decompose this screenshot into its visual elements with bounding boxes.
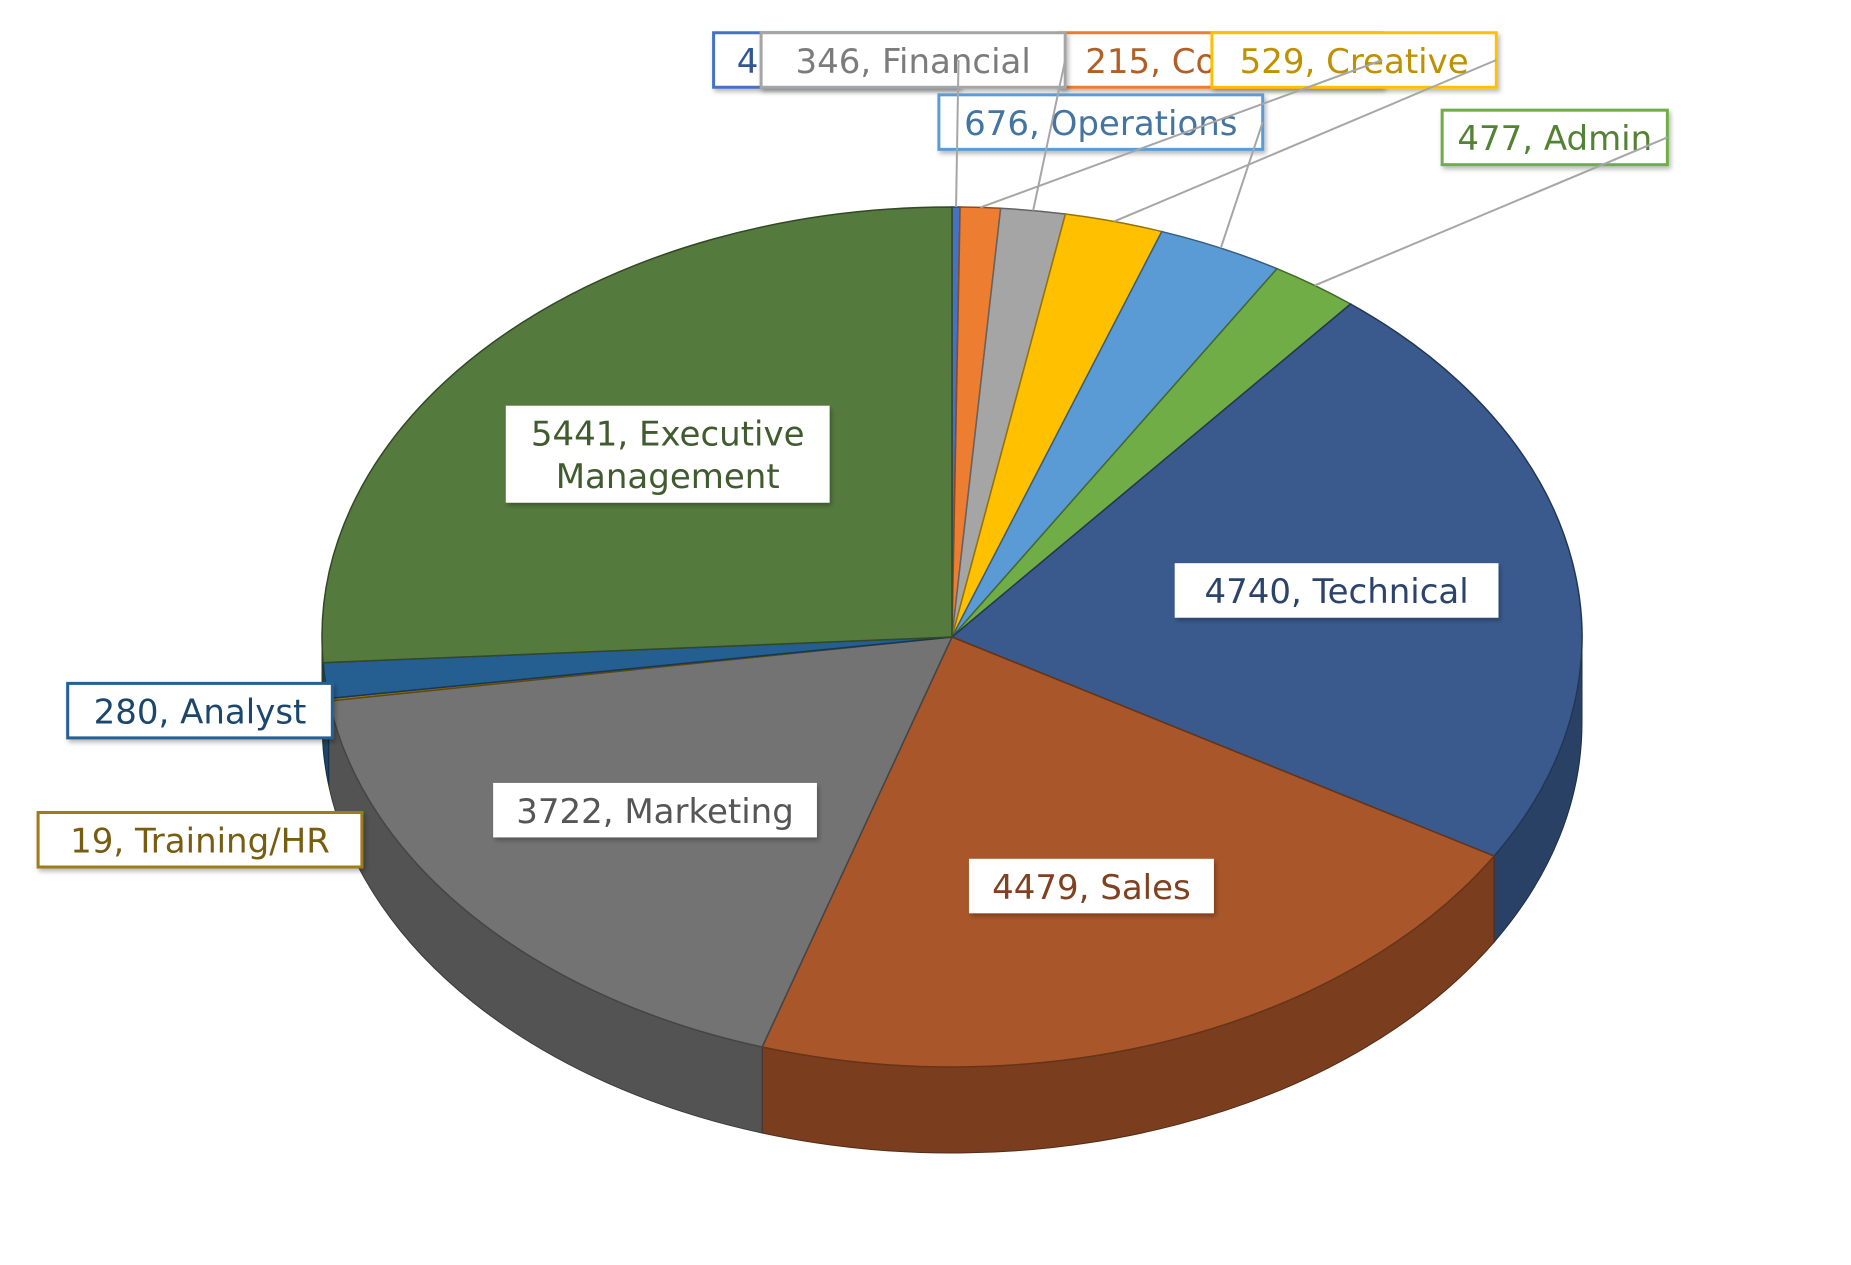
data-label-training-hr: 19, Training/HR xyxy=(36,811,364,869)
data-label-text: 5441, Executive Management xyxy=(531,415,805,498)
leader-line-creative xyxy=(1113,59,1497,223)
data-label-analyst: 280, Analyst xyxy=(66,681,334,740)
data-label-marketing: 3722, Marketing xyxy=(493,782,817,838)
data-label-box xyxy=(937,93,1265,151)
data-label-text: 676, Operations xyxy=(964,104,1237,144)
data-label-text: 4479, Sales xyxy=(992,868,1191,908)
data-label-box xyxy=(66,681,334,740)
pie-slice-sales xyxy=(761,636,1496,1068)
data-label-sales: 4479, Sales xyxy=(968,858,1214,914)
data-label-financial: 346, Financial xyxy=(759,31,1067,89)
data-label-text: 346, Financial xyxy=(795,42,1030,82)
data-label-box xyxy=(1210,31,1498,89)
pie-slice-marketing xyxy=(328,636,954,1048)
data-label-text: 3722, Marketing xyxy=(516,792,794,832)
pie-labels: 4740, Technical 4479, Sales 3722, Marketin… xyxy=(36,31,1669,914)
data-label-box xyxy=(759,31,1067,89)
data-label-admin: 477, Admin xyxy=(1440,108,1669,167)
data-label-creative: 529, Creative xyxy=(1210,31,1498,89)
data-label-text: 477, Admin xyxy=(1457,119,1652,159)
data-label-box xyxy=(1174,563,1499,618)
data-label-operations: 676, Operations xyxy=(937,93,1265,151)
leader-line-admin xyxy=(1314,136,1668,287)
data-label-technical: 4740, Technical xyxy=(1174,563,1499,618)
data-label-text: 529, Creative xyxy=(1240,42,1469,82)
data-label-text: 4740, Technical xyxy=(1204,572,1468,612)
leader-line-consultant xyxy=(980,59,1383,209)
leader-line-financial xyxy=(1032,59,1067,211)
data-label-text: 19, Training/HR xyxy=(70,822,330,862)
data-label-box xyxy=(1440,108,1669,167)
data-label-text: 280, Analyst xyxy=(94,692,307,732)
pie-slices xyxy=(321,206,1583,1068)
data-label-box xyxy=(505,405,830,503)
data-label-box xyxy=(36,811,364,869)
pie-leader-lines xyxy=(955,59,1668,287)
leader-line-student xyxy=(955,59,960,208)
leader-line-operations xyxy=(1219,121,1264,249)
data-label-executive-management: 5441, Executive Management xyxy=(505,405,830,503)
data-label-box xyxy=(493,782,817,838)
data-label-box xyxy=(968,858,1214,914)
